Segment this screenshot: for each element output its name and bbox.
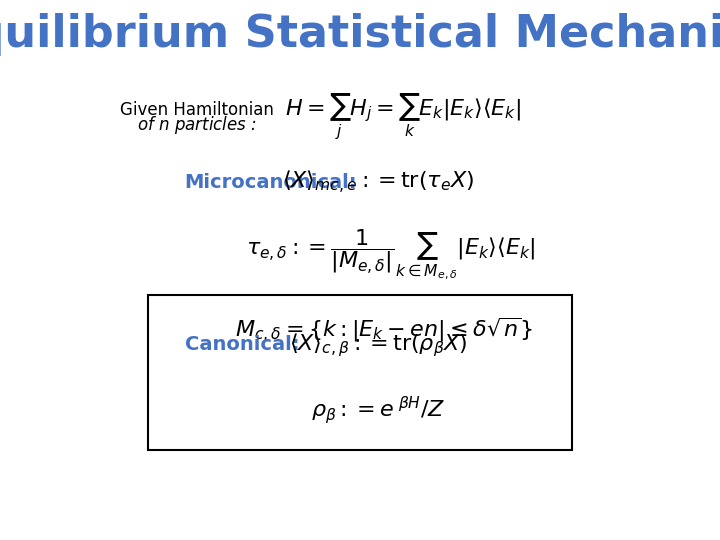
Text: $\langle X\rangle_{c,\beta} := \mathrm{tr}(\rho_\beta X)$: $\langle X\rangle_{c,\beta} := \mathrm{t… (289, 331, 468, 359)
Text: of $n$ particles :: of $n$ particles : (137, 114, 257, 136)
Text: $H = \sum_j H_j = \sum_k E_k|E_k\rangle\langle E_k|$: $H = \sum_j H_j = \sum_k E_k|E_k\rangle\… (285, 92, 521, 142)
Text: $M_{c,\delta} = \{k : |E_k - en| \leq \delta\sqrt{n}\}$: $M_{c,\delta} = \{k : |E_k - en| \leq \d… (235, 316, 534, 345)
Text: $\rho_\beta := e^{\;\beta H}/Z$: $\rho_\beta := e^{\;\beta H}/Z$ (311, 394, 446, 426)
Text: $\tau_{e,\delta} := \dfrac{1}{|M_{e,\delta}|} \sum_{k \in M_{e,\delta}} |E_k\ran: $\tau_{e,\delta} := \dfrac{1}{|M_{e,\del… (246, 228, 536, 282)
Text: $\langle X\rangle_{mc,e} := \mathrm{tr}(\tau_e X)$: $\langle X\rangle_{mc,e} := \mathrm{tr}(… (282, 168, 474, 195)
Text: Canonical:: Canonical: (185, 335, 300, 354)
Text: Equilibrium Statistical Mechanics: Equilibrium Statistical Mechanics (0, 14, 720, 57)
FancyBboxPatch shape (148, 295, 572, 450)
Text: Given Hamiltonian: Given Hamiltonian (120, 101, 274, 119)
Text: Microcanonical:: Microcanonical: (185, 172, 357, 192)
